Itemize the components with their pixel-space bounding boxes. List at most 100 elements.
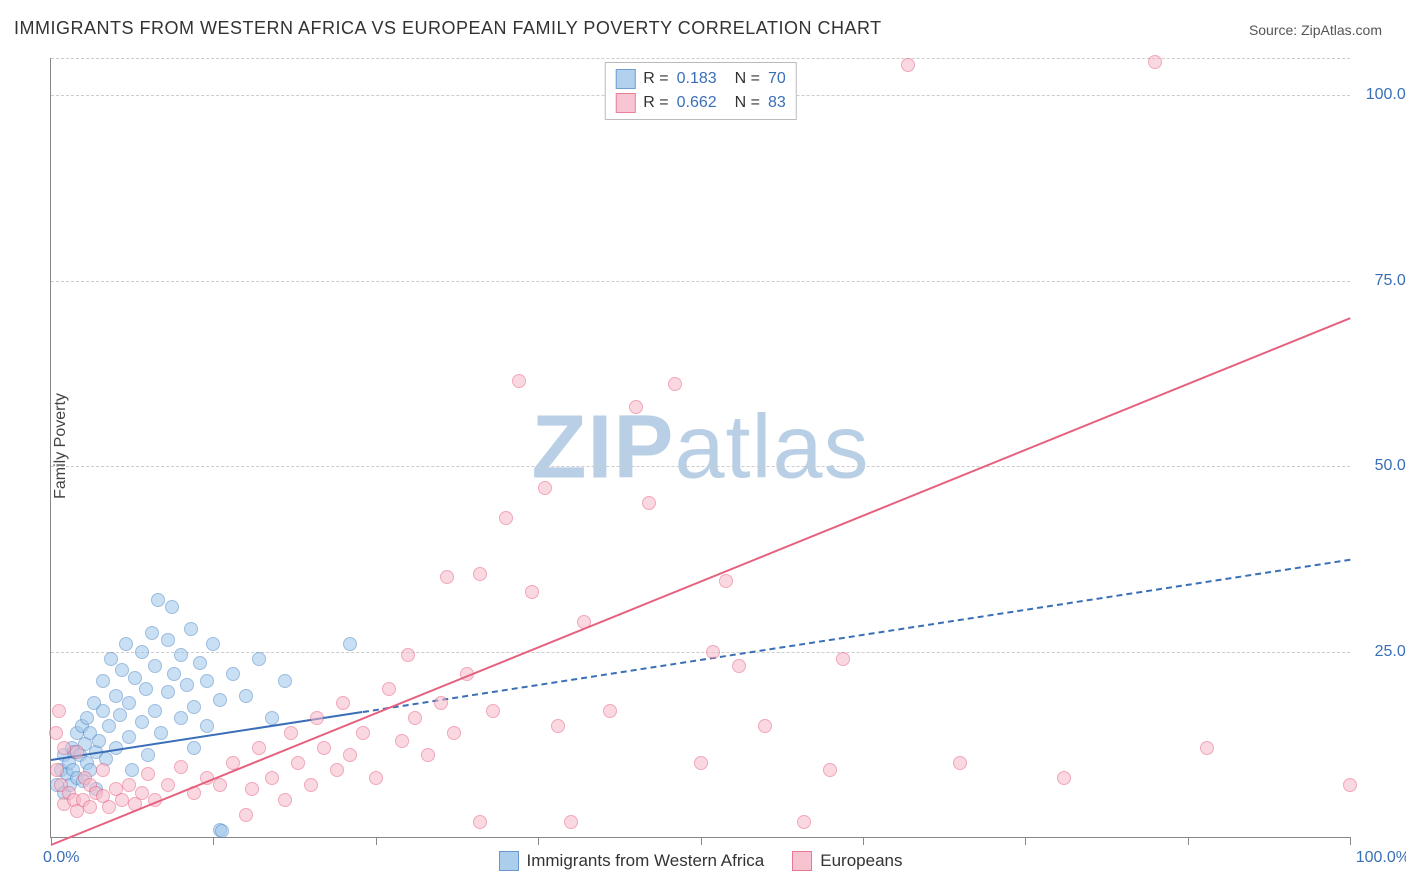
data-point — [719, 574, 733, 588]
data-point — [239, 689, 253, 703]
data-point — [291, 756, 305, 770]
data-point — [603, 704, 617, 718]
gridline-horizontal — [51, 281, 1350, 282]
data-point — [187, 700, 201, 714]
legend-swatch — [792, 851, 812, 871]
data-point — [122, 730, 136, 744]
data-point — [161, 633, 175, 647]
data-point — [1057, 771, 1071, 785]
data-point — [668, 377, 682, 391]
data-point — [336, 696, 350, 710]
legend-r-label: R = — [643, 94, 668, 112]
data-point — [1200, 741, 1214, 755]
data-point — [343, 748, 357, 762]
data-point — [122, 696, 136, 710]
y-axis-tick-label: 100.0% — [1366, 86, 1406, 104]
data-point — [145, 626, 159, 640]
data-point — [226, 667, 240, 681]
data-point — [135, 645, 149, 659]
data-point — [525, 585, 539, 599]
x-axis-tick — [376, 837, 377, 845]
data-point — [284, 726, 298, 740]
data-point — [151, 593, 165, 607]
data-point — [694, 756, 708, 770]
y-axis-tick-label: 75.0% — [1375, 272, 1406, 290]
data-point — [252, 741, 266, 755]
data-point — [642, 496, 656, 510]
data-point — [167, 667, 181, 681]
data-point — [139, 682, 153, 696]
data-point — [180, 678, 194, 692]
data-point — [148, 704, 162, 718]
data-point — [395, 734, 409, 748]
x-axis-tick — [701, 837, 702, 845]
x-axis-tick — [538, 837, 539, 845]
data-point — [193, 656, 207, 670]
x-axis-tick — [213, 837, 214, 845]
data-point — [50, 763, 64, 777]
data-point — [165, 600, 179, 614]
data-point — [434, 696, 448, 710]
source-name: ZipAtlas.com — [1301, 22, 1382, 38]
legend-series-item: Europeans — [792, 851, 902, 871]
data-point — [499, 511, 513, 525]
data-point — [213, 778, 227, 792]
data-point — [80, 711, 94, 725]
x-axis-tick — [1188, 837, 1189, 845]
watermark-text: ZIPatlas — [531, 396, 869, 499]
data-point — [135, 715, 149, 729]
data-point — [187, 741, 201, 755]
data-point — [278, 793, 292, 807]
data-point — [304, 778, 318, 792]
data-point — [401, 648, 415, 662]
data-point — [538, 481, 552, 495]
y-axis-tick-label: 25.0% — [1375, 643, 1406, 661]
data-point — [102, 800, 116, 814]
x-axis-label-min: 0.0% — [43, 849, 79, 867]
data-point — [200, 674, 214, 688]
data-point — [96, 704, 110, 718]
chart-title: IMMIGRANTS FROM WESTERN AFRICA VS EUROPE… — [14, 18, 882, 39]
source-prefix: Source: — [1249, 22, 1301, 38]
data-point — [174, 760, 188, 774]
data-point — [317, 741, 331, 755]
source-attribution: Source: ZipAtlas.com — [1249, 22, 1382, 38]
gridline-horizontal — [51, 466, 1350, 467]
data-point — [115, 663, 129, 677]
data-point — [421, 748, 435, 762]
data-point — [102, 719, 116, 733]
data-point — [252, 652, 266, 666]
legend-swatch — [615, 93, 635, 113]
legend-swatch — [499, 851, 519, 871]
data-point — [473, 815, 487, 829]
data-point — [512, 374, 526, 388]
series-legend: Immigrants from Western Africa Europeans — [499, 851, 903, 871]
legend-correlation-row: R =0.662N =83 — [615, 91, 785, 115]
legend-n-label: N = — [735, 70, 760, 88]
data-point — [125, 763, 139, 777]
data-point — [49, 726, 63, 740]
data-point — [758, 719, 772, 733]
data-point — [836, 652, 850, 666]
data-point — [57, 741, 71, 755]
data-point — [408, 711, 422, 725]
data-point — [732, 659, 746, 673]
data-point — [245, 782, 259, 796]
data-point — [473, 567, 487, 581]
data-point — [115, 793, 129, 807]
legend-r-value: 0.183 — [677, 70, 727, 88]
data-point — [174, 648, 188, 662]
legend-series-name: Immigrants from Western Africa — [527, 851, 765, 871]
data-point — [104, 652, 118, 666]
data-point — [797, 815, 811, 829]
data-point — [1343, 778, 1357, 792]
data-point — [161, 685, 175, 699]
data-point — [154, 726, 168, 740]
data-point — [382, 682, 396, 696]
correlation-legend: R =0.183N =70R =0.662N =83 — [604, 62, 796, 120]
watermark-rest: atlas — [674, 397, 869, 497]
data-point — [200, 719, 214, 733]
data-point — [356, 726, 370, 740]
x-axis-tick — [1350, 837, 1351, 845]
data-point — [122, 778, 136, 792]
